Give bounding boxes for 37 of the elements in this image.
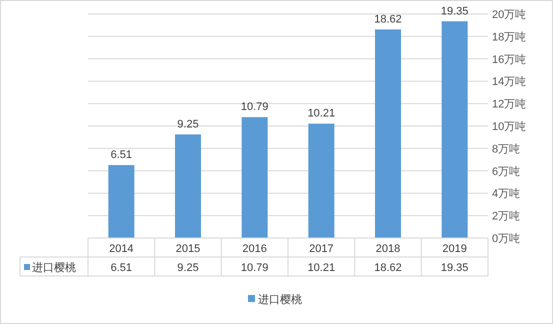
y-tick-label: 10万吨 <box>492 120 526 133</box>
text: 进口樱桃 <box>258 294 302 306</box>
y-tick-label: 20万吨 <box>492 8 526 21</box>
data-label: 6.51 <box>110 149 132 162</box>
x-tick-label: 2015 <box>176 243 200 255</box>
data-label: 18.62 <box>374 13 402 26</box>
x-tick-label: 2016 <box>242 243 267 255</box>
bar <box>175 134 201 238</box>
x-tick-label: 2014 <box>109 243 134 255</box>
text: 10.79 <box>240 262 268 274</box>
data-label: 10.79 <box>240 101 268 114</box>
x-tick-label: 2019 <box>442 243 467 255</box>
text: 10.21 <box>308 262 336 274</box>
y-tick-label: 4万吨 <box>492 187 520 200</box>
x-tick-label: 2018 <box>376 243 400 255</box>
bar <box>375 29 401 238</box>
bar <box>442 21 468 238</box>
bar <box>108 165 134 238</box>
bar <box>242 117 268 238</box>
y-tick-label: 16万吨 <box>492 52 526 66</box>
y-tick-label: 6万吨 <box>492 164 520 178</box>
legend-label: 进口樱桃 <box>32 261 76 274</box>
y-tick-label: 0万吨 <box>492 232 520 245</box>
text: 6.51 <box>110 262 132 274</box>
data-label: 19.35 <box>440 5 468 18</box>
y-tick-label: 18万吨 <box>492 30 526 44</box>
y-tick-label: 2万吨 <box>492 210 520 223</box>
x-tick-label: 2017 <box>309 243 334 255</box>
text: 19.35 <box>440 262 468 274</box>
y-tick-label: 12万吨 <box>492 98 526 111</box>
text: 18.62 <box>374 262 402 274</box>
bar <box>308 124 334 238</box>
data-label: 10.21 <box>308 108 336 120</box>
data-label: 9.25 <box>177 118 199 130</box>
y-tick-label: 8万吨 <box>492 142 520 156</box>
y-tick-label: 14万吨 <box>492 75 526 88</box>
text: 9.25 <box>177 262 199 274</box>
